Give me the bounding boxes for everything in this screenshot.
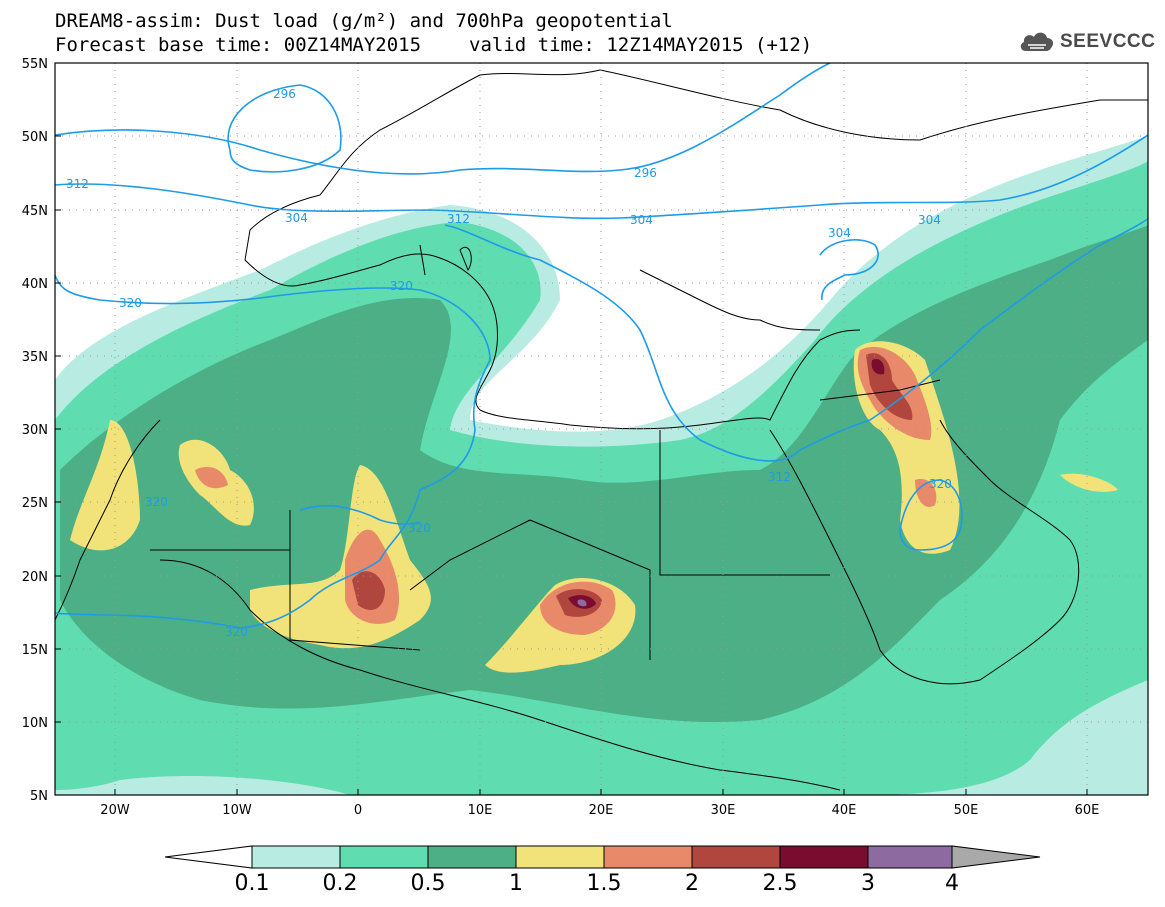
contour-label: 304 — [630, 213, 653, 227]
colorbar: 0.1 0.2 0.5 1 1.5 2 2.5 3 4 — [164, 845, 1041, 896]
y-tick-label: 35N — [22, 350, 48, 365]
dust-level-2 — [352, 571, 385, 610]
dust-level-1-5 — [195, 466, 228, 489]
contour-label: 304 — [918, 213, 941, 227]
map-title: DREAM8-assim: Dust load (g/m²) and 700hP… — [55, 10, 673, 32]
contour-label: 304 — [285, 211, 308, 225]
colorbar-swatch — [691, 845, 781, 869]
colorbar-max-arrow — [951, 845, 1041, 869]
contour-label: 320 — [225, 625, 248, 639]
graticule — [55, 63, 1148, 795]
y-tick-label: 10N — [22, 716, 48, 731]
y-tick-labels: 55N 50N 45N 40N 35N 30N 25N 20N 15N 10N … — [22, 57, 48, 804]
seevccc-logo: SEEVCCC — [1018, 28, 1155, 56]
y-tick-label: 25N — [22, 496, 48, 511]
contour-label: 320 — [390, 279, 413, 293]
dust-level-2-5 — [871, 358, 885, 375]
colorbar-swatch — [427, 845, 517, 869]
y-axis — [55, 62, 61, 796]
forecast-base-time: Forecast base time: 00Z14MAY2015 — [55, 34, 422, 56]
x-tick-label: 40E — [832, 803, 857, 818]
contour-label: 320 — [119, 296, 142, 310]
y-tick-label: 50N — [22, 130, 48, 145]
logo-text: SEEVCCC — [1060, 31, 1156, 52]
colorbar-label: 2.5 — [763, 871, 798, 896]
contour-label: 312 — [66, 177, 89, 191]
valid-time: valid time: 12Z14MAY2015 (+12) — [469, 34, 813, 56]
x-tick-label: 10W — [222, 803, 252, 818]
geopotential-contours — [55, 63, 1148, 629]
y-tick-label: 30N — [22, 423, 48, 438]
y-tick-label: 20N — [22, 570, 48, 585]
coastlines — [55, 69, 1148, 791]
colorbar-swatch — [779, 845, 869, 869]
contour-label: 296 — [273, 87, 296, 101]
x-tick-label: 30E — [711, 803, 736, 818]
colorbar-label: 0.5 — [411, 871, 446, 896]
dust-level-1 — [1060, 473, 1118, 492]
contour-label: 304 — [828, 226, 851, 240]
x-axis — [114, 789, 1088, 795]
colorbar-swatch — [867, 845, 953, 869]
y-tick-label: 5N — [30, 789, 48, 804]
colorbar-label: 4 — [945, 871, 959, 896]
x-tick-label: 50E — [954, 803, 979, 818]
cloud-icon — [1020, 32, 1054, 51]
colorbar-label: 0.1 — [235, 871, 270, 896]
x-tick-label: 60E — [1075, 803, 1100, 818]
contour-label: 312 — [768, 470, 791, 484]
x-tick-labels: 20W 10W 0 10E 20E 30E 40E 50E 60E — [100, 803, 1099, 818]
colorbar-swatch — [603, 845, 693, 869]
dust-level-3 — [577, 599, 587, 607]
x-tick-label: 20W — [100, 803, 130, 818]
colorbar-label: 0.2 — [323, 871, 358, 896]
map-subtitle: Forecast base time: 00Z14MAY2015 valid ti… — [55, 34, 812, 56]
contour-label: 296 — [634, 166, 657, 180]
colorbar-label: 3 — [861, 871, 875, 896]
y-tick-label: 55N — [22, 57, 48, 72]
x-tick-label: 10E — [468, 803, 493, 818]
x-tick-label: 20E — [589, 803, 614, 818]
colorbar-label: 1.5 — [587, 871, 622, 896]
y-tick-label: 15N — [22, 643, 48, 658]
contour-label: 312 — [447, 212, 470, 226]
y-tick-label: 45N — [22, 204, 48, 219]
dust-level-1 — [70, 420, 140, 551]
contour-labels: 296 296 312 304 312 320 320 320 320 304 … — [66, 87, 952, 639]
colorbar-swatch — [251, 845, 341, 869]
contour-label: 320 — [145, 495, 168, 509]
y-tick-label: 40N — [22, 277, 48, 292]
colorbar-swatch — [339, 845, 429, 869]
colorbar-label: 1 — [509, 871, 523, 896]
contour-label: 320 — [929, 477, 952, 491]
colorbar-label: 2 — [685, 871, 699, 896]
x-tick-label: 0 — [354, 803, 362, 818]
dust-level-1-5 — [915, 479, 937, 508]
contour-label: 320 — [408, 521, 431, 535]
colorbar-min-arrow — [164, 845, 253, 869]
colorbar-swatch — [515, 845, 605, 869]
